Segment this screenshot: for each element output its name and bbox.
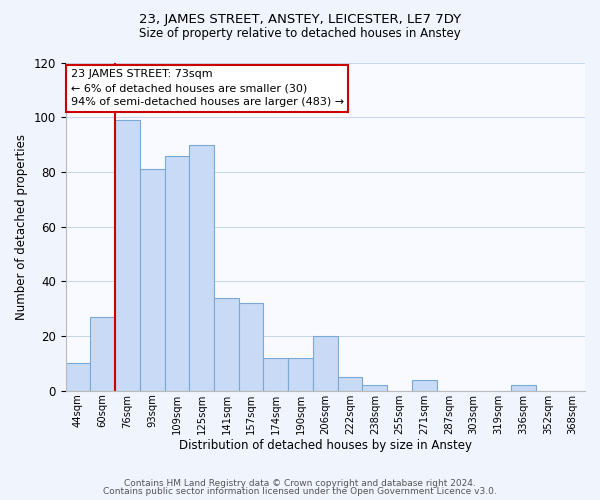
Bar	[362, 386, 387, 391]
Bar	[313, 336, 338, 391]
Bar	[412, 380, 437, 391]
Y-axis label: Number of detached properties: Number of detached properties	[15, 134, 28, 320]
Bar	[115, 120, 140, 391]
Bar	[511, 386, 536, 391]
Bar	[338, 377, 362, 391]
Bar	[65, 364, 91, 391]
Bar	[91, 317, 115, 391]
Text: 23 JAMES STREET: 73sqm
← 6% of detached houses are smaller (30)
94% of semi-deta: 23 JAMES STREET: 73sqm ← 6% of detached …	[71, 69, 344, 107]
Bar	[164, 156, 190, 391]
Text: 23, JAMES STREET, ANSTEY, LEICESTER, LE7 7DY: 23, JAMES STREET, ANSTEY, LEICESTER, LE7…	[139, 12, 461, 26]
Bar	[263, 358, 288, 391]
Bar	[140, 169, 164, 391]
Bar	[239, 303, 263, 391]
X-axis label: Distribution of detached houses by size in Anstey: Distribution of detached houses by size …	[179, 440, 472, 452]
Bar	[214, 298, 239, 391]
Text: Contains HM Land Registry data © Crown copyright and database right 2024.: Contains HM Land Registry data © Crown c…	[124, 478, 476, 488]
Text: Contains public sector information licensed under the Open Government Licence v3: Contains public sector information licen…	[103, 487, 497, 496]
Bar	[190, 144, 214, 391]
Text: Size of property relative to detached houses in Anstey: Size of property relative to detached ho…	[139, 28, 461, 40]
Bar	[288, 358, 313, 391]
